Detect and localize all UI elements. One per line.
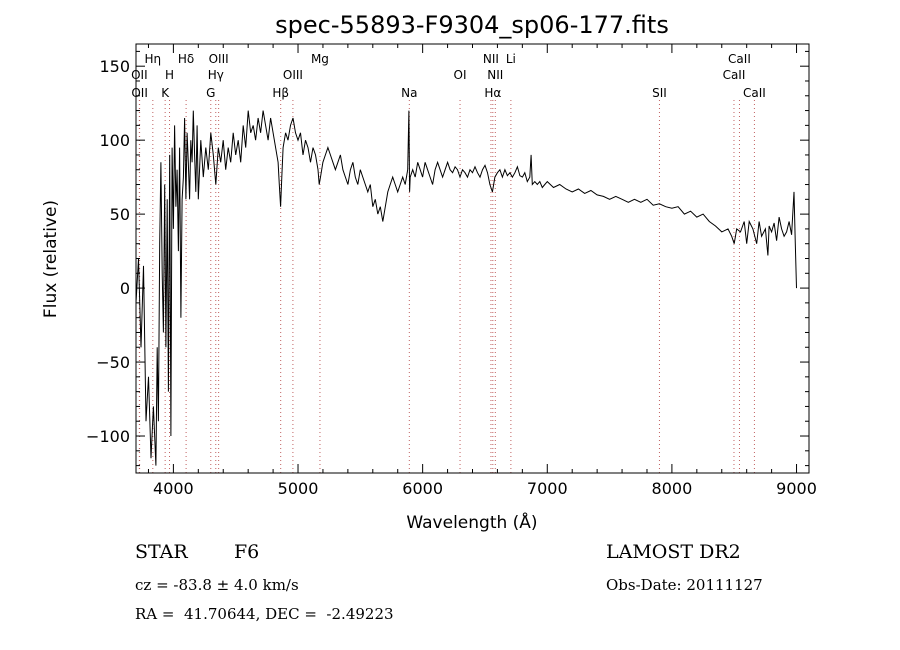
spectral-line-label: K (161, 86, 170, 100)
spectral-line-label: NII (483, 52, 499, 66)
y-tick-label: 50 (110, 205, 130, 224)
spectral-line-label: CaII (723, 68, 746, 82)
plot-frame (135, 43, 810, 474)
x-axis: 4000 5000 6000 7000 8000 9000 (147, 44, 817, 498)
x-tick-label: 6000 (402, 479, 443, 498)
y-tick-label: −100 (86, 427, 130, 446)
survey-name: LAMOST DR2 (606, 541, 741, 563)
x-tick-label: 7000 (527, 479, 568, 498)
y-tick-label: −50 (96, 353, 130, 372)
spectrum-series-line (135, 110, 797, 466)
x-axis-label: Wavelength (Å) (406, 511, 537, 533)
y-tick-label: 100 (99, 131, 130, 150)
object-class: STAR (135, 541, 188, 563)
chart-title: spec-55893-F9304_sp06-177.fits (275, 11, 669, 39)
series-layer (135, 110, 797, 466)
spectral-line-label: OII (131, 68, 148, 82)
spectral-line-label: Hδ (178, 52, 194, 66)
spectral-line-label: OI (454, 68, 467, 82)
spectral-line-label: Hα (484, 86, 501, 100)
spectral-line-label: H (165, 68, 174, 82)
spectral-line-label: OIII (283, 68, 303, 82)
spectral-line-label: CaII (743, 86, 766, 100)
y-axis-label: Flux (relative) (41, 200, 61, 318)
spectral-line-label: Hγ (208, 68, 224, 82)
y-tick-label: 150 (99, 57, 130, 76)
spectral-line-label: Na (401, 86, 417, 100)
spectral-line-label: NII (487, 68, 503, 82)
x-tick-label: 9000 (776, 479, 817, 498)
spectral-line-label: OIII (209, 52, 229, 66)
spectral-line-label: Mg (311, 52, 329, 66)
y-axis: −100 −50 0 50 100 150 (86, 50, 809, 467)
observation-date: Obs-Date: 20111127 (606, 576, 763, 594)
spectral-line-labels: OIIOIIHηKHHδGHγOIIIHβOIIIMgNaOINIIHαNIIL… (131, 52, 766, 100)
x-tick-label: 8000 (652, 479, 693, 498)
spectral-line-label: CaII (728, 52, 751, 66)
spectral-line-label: G (206, 86, 215, 100)
spectral-line-label: Hη (145, 52, 162, 66)
spectral-line-label: Li (506, 52, 516, 66)
spectral-line-label: OII (131, 86, 148, 100)
spectral-line-label: Hβ (272, 86, 289, 100)
object-subclass: F6 (234, 541, 260, 563)
x-tick-label: 5000 (278, 479, 319, 498)
redshift-cz: cz = -83.8 ± 4.0 km/s (135, 576, 299, 594)
sky-coordinates: RA = 41.70644, DEC = -2.49223 (135, 605, 394, 623)
y-tick-label: 0 (120, 279, 130, 298)
spectral-line-label: SII (652, 86, 667, 100)
x-tick-label: 4000 (153, 479, 194, 498)
